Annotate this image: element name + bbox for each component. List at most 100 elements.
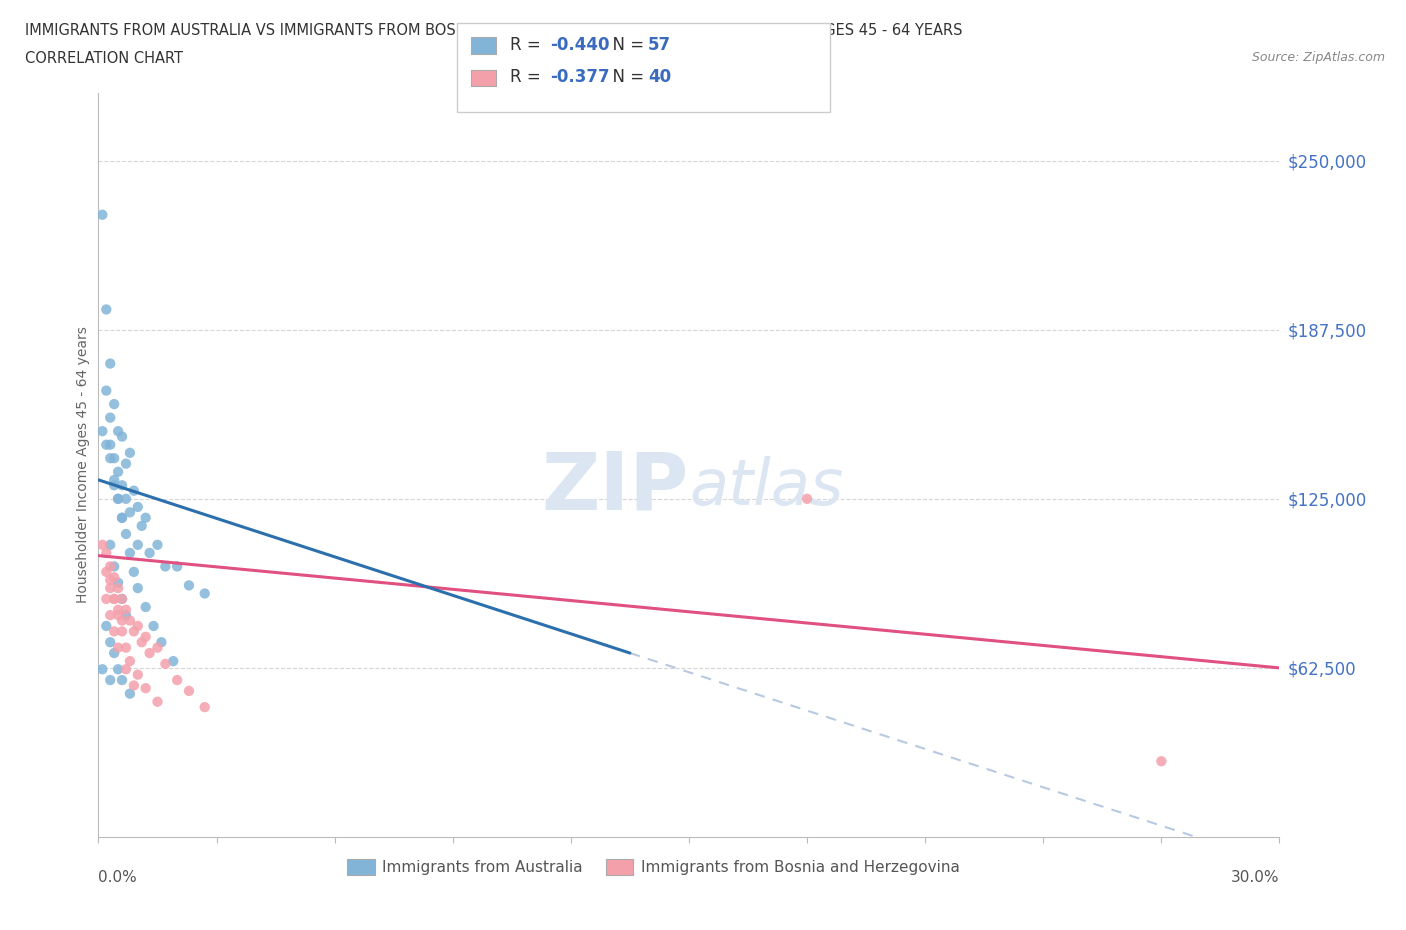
Point [177,578,200,592]
Point [127,667,149,682]
Point [107,464,129,479]
Point [98,410,121,425]
Point [103,591,125,606]
Point [103,591,125,606]
Text: IMMIGRANTS FROM AUSTRALIA VS IMMIGRANTS FROM BOSNIA AND HERZEGOVINA HOUSEHOLDER : IMMIGRANTS FROM AUSTRALIA VS IMMIGRANTS … [25,23,963,38]
Point [135,600,157,615]
Point [118,654,141,669]
Point [111,613,134,628]
Point [96,383,118,398]
Point [103,451,125,466]
Point [115,607,138,622]
Point [98,559,121,574]
Text: 30.0%: 30.0% [1232,870,1279,885]
Point [122,484,145,498]
Point [146,695,169,710]
Point [150,635,173,650]
Point [127,580,149,595]
Point [98,607,121,622]
Point [111,429,134,444]
Point [146,640,169,655]
Point [146,538,169,552]
Point [118,546,141,561]
Point [127,538,149,552]
Text: 40: 40 [648,68,671,86]
Point [91,207,114,222]
Text: N =: N = [602,68,650,86]
Point [122,678,145,693]
Point [98,437,121,452]
Point [98,672,121,687]
Text: R =: R = [510,68,547,86]
Point [103,624,125,639]
Point [98,573,121,588]
Point [162,654,184,669]
Text: N =: N = [602,35,650,54]
Point [135,630,157,644]
Point [127,499,149,514]
Point [115,491,138,506]
Point [142,618,165,633]
Point [111,478,134,493]
Text: R =: R = [510,35,547,54]
Point [138,546,160,561]
Point [96,302,118,317]
Text: 57: 57 [648,35,671,54]
Point [115,662,138,677]
Text: Source: ZipAtlas.com: Source: ZipAtlas.com [1251,51,1385,64]
Point [118,445,141,460]
Text: CORRELATION CHART: CORRELATION CHART [25,51,183,66]
Point [111,511,134,525]
Point [166,672,188,687]
Point [127,618,149,633]
Point [107,640,129,655]
Point [1150,754,1173,769]
Point [122,624,145,639]
Point [103,472,125,487]
Point [155,559,177,574]
Point [96,437,118,452]
Point [111,591,134,606]
Point [107,491,129,506]
Point [194,586,217,601]
Point [118,613,141,628]
Point [107,607,129,622]
Point [98,356,121,371]
Point [796,491,818,506]
Point [138,645,160,660]
Point [98,635,121,650]
Point [91,538,114,552]
Point [135,681,157,696]
Point [177,684,200,698]
Point [118,686,141,701]
Point [96,591,118,606]
Point [111,672,134,687]
Point [115,457,138,472]
Point [115,526,138,541]
Point [107,491,129,506]
Y-axis label: Householder Income Ages 45 - 64 years: Householder Income Ages 45 - 64 years [76,326,90,604]
Point [166,559,188,574]
Point [103,645,125,660]
Point [107,424,129,439]
Text: ZIP: ZIP [541,448,689,526]
Point [111,511,134,525]
Text: 0.0%: 0.0% [98,870,138,885]
Point [96,565,118,579]
Point [131,518,153,533]
Point [103,570,125,585]
Point [91,424,114,439]
Point [91,662,114,677]
Point [103,397,125,412]
Point [111,591,134,606]
Point [111,624,134,639]
Text: -0.440: -0.440 [550,35,609,54]
Point [98,451,121,466]
Point [96,546,118,561]
Point [103,478,125,493]
Point [118,505,141,520]
Point [115,603,138,618]
Point [194,699,217,714]
Point [155,657,177,671]
Point [98,580,121,595]
